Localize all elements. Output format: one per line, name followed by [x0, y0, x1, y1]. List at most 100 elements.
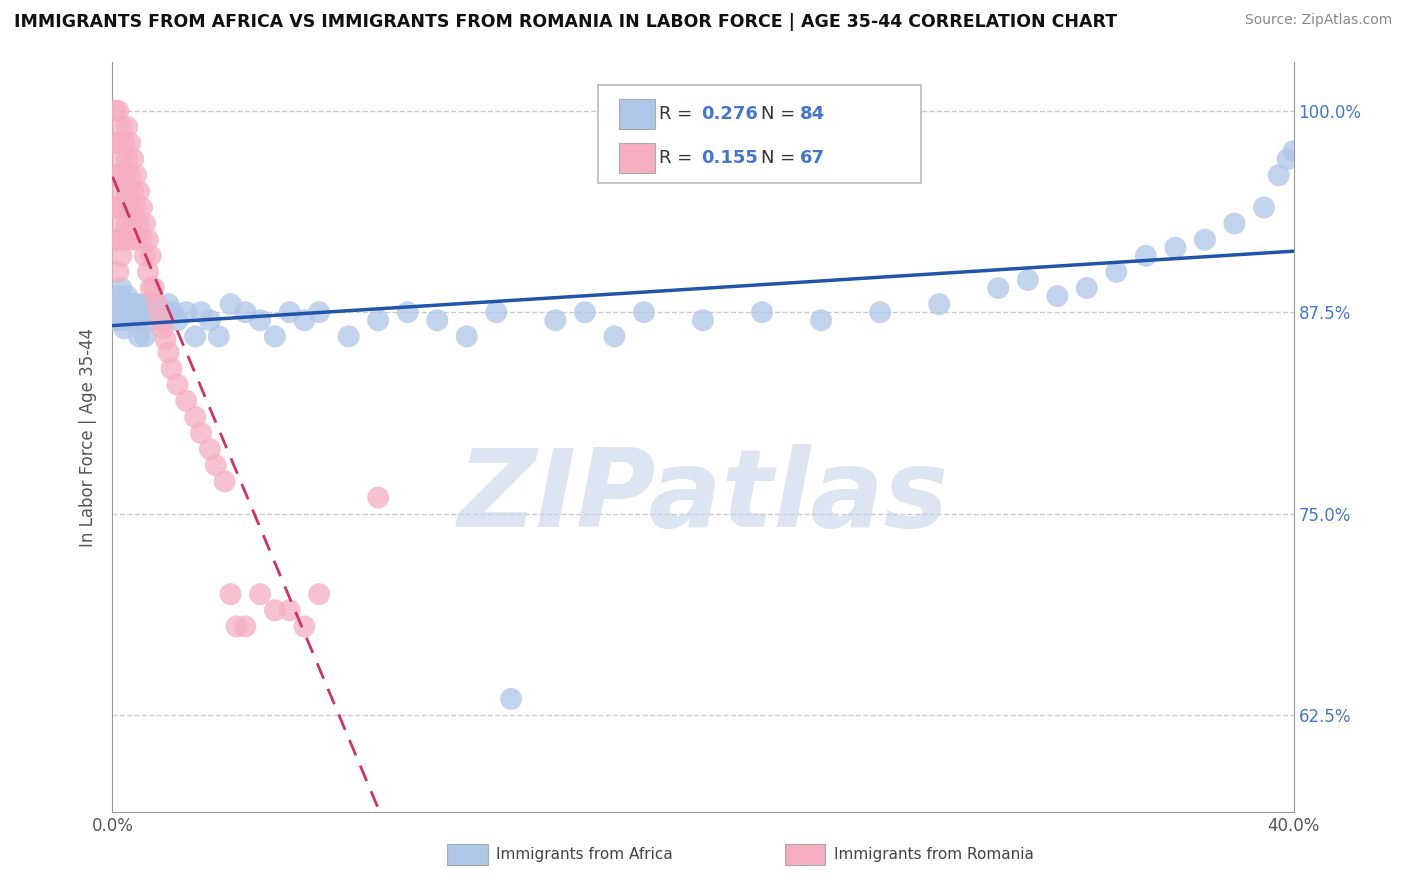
Point: [149, 305, 172, 319]
Point: [456, 329, 478, 343]
Point: [574, 305, 596, 319]
Point: [1046, 289, 1069, 303]
Point: [125, 201, 148, 215]
Text: Immigrants from Africa: Immigrants from Africa: [496, 847, 673, 862]
Point: [112, 201, 135, 215]
Text: 0.276: 0.276: [702, 104, 758, 123]
Point: [219, 587, 242, 601]
Point: [214, 475, 236, 489]
Text: ZIPatlas: ZIPatlas: [457, 444, 949, 550]
Point: [131, 233, 153, 247]
Text: Source: ZipAtlas.com: Source: ZipAtlas.com: [1244, 13, 1392, 28]
Point: [501, 692, 523, 706]
Point: [337, 329, 360, 343]
Point: [120, 297, 142, 311]
Point: [278, 305, 301, 319]
Point: [128, 217, 150, 231]
Text: 0.155: 0.155: [702, 149, 758, 168]
Point: [117, 120, 138, 134]
Point: [166, 377, 188, 392]
Point: [131, 201, 153, 215]
Point: [122, 152, 145, 166]
Point: [110, 152, 132, 166]
Point: [122, 313, 145, 327]
Point: [125, 313, 148, 327]
Point: [110, 249, 132, 263]
Point: [1277, 152, 1299, 166]
Point: [110, 297, 132, 311]
Point: [149, 313, 172, 327]
Point: [249, 313, 271, 327]
Point: [120, 233, 142, 247]
Text: Immigrants from Romania: Immigrants from Romania: [834, 847, 1033, 862]
Point: [292, 619, 315, 633]
Point: [367, 313, 389, 327]
Point: [104, 103, 127, 118]
Point: [117, 313, 138, 327]
Point: [1253, 201, 1275, 215]
Point: [1105, 265, 1128, 279]
Point: [1194, 233, 1216, 247]
Point: [146, 297, 169, 311]
Point: [107, 168, 129, 182]
Point: [292, 313, 315, 327]
Point: [128, 305, 150, 319]
Point: [225, 619, 247, 633]
Point: [131, 305, 153, 319]
Point: [104, 233, 127, 247]
Point: [128, 329, 150, 343]
Point: [112, 321, 135, 335]
Point: [751, 305, 773, 319]
Point: [157, 297, 180, 311]
Point: [396, 305, 419, 319]
Point: [264, 603, 287, 617]
Y-axis label: In Labor Force | Age 35-44: In Labor Force | Age 35-44: [79, 327, 97, 547]
Point: [125, 297, 148, 311]
Point: [205, 458, 228, 473]
Point: [426, 313, 449, 327]
Point: [308, 587, 330, 601]
Text: IMMIGRANTS FROM AFRICA VS IMMIGRANTS FROM ROMANIA IN LABOR FORCE | AGE 35-44 COR: IMMIGRANTS FROM AFRICA VS IMMIGRANTS FRO…: [14, 13, 1118, 31]
Point: [136, 305, 159, 319]
Point: [142, 281, 165, 295]
Point: [152, 321, 174, 335]
Point: [1223, 217, 1246, 231]
Point: [112, 136, 135, 150]
Text: R =: R =: [659, 104, 699, 123]
Point: [117, 217, 138, 231]
Point: [107, 297, 129, 311]
Point: [117, 152, 138, 166]
Point: [1076, 281, 1098, 295]
Point: [166, 313, 188, 327]
Point: [125, 305, 148, 319]
Point: [110, 185, 132, 199]
Point: [692, 313, 714, 327]
Point: [120, 168, 142, 182]
Point: [1017, 273, 1039, 287]
Point: [112, 168, 135, 182]
Point: [174, 393, 197, 408]
Point: [184, 409, 207, 424]
Point: [190, 305, 212, 319]
Point: [1268, 168, 1291, 182]
Point: [117, 305, 138, 319]
Point: [110, 305, 132, 319]
Point: [485, 305, 508, 319]
Point: [117, 185, 138, 199]
Point: [139, 281, 162, 295]
Point: [219, 297, 242, 311]
Text: R =: R =: [659, 149, 699, 168]
Point: [278, 603, 301, 617]
Point: [160, 361, 183, 376]
Point: [107, 265, 129, 279]
Point: [136, 265, 159, 279]
Text: 67: 67: [800, 149, 825, 168]
Point: [110, 281, 132, 295]
Point: [139, 313, 162, 327]
Point: [249, 587, 271, 601]
Point: [120, 136, 142, 150]
Point: [107, 136, 129, 150]
Text: N =: N =: [761, 149, 800, 168]
Point: [107, 289, 129, 303]
Point: [104, 313, 127, 327]
